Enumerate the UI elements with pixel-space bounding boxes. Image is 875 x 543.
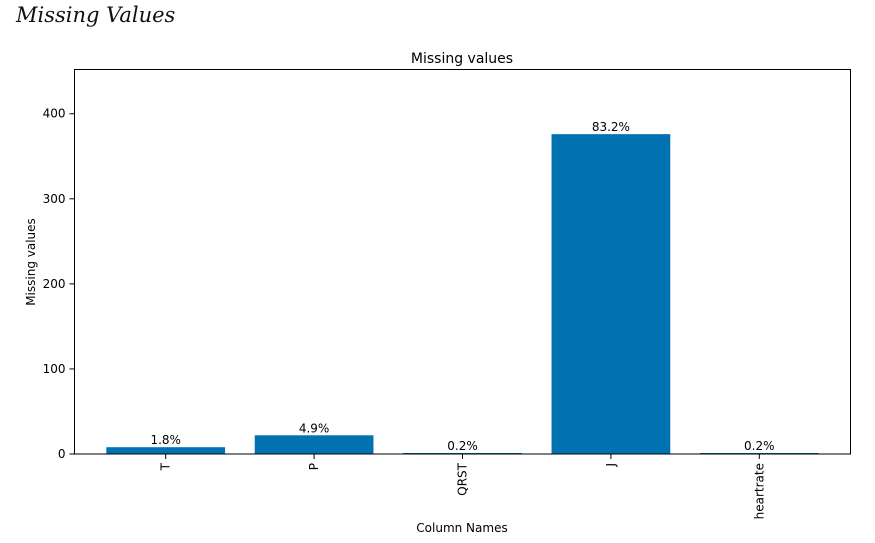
x-tick-label: P	[307, 463, 321, 470]
chart-title: Missing values	[411, 51, 513, 67]
x-tick-label: QRST	[456, 462, 470, 495]
bar-value-label: 83.2%	[592, 120, 630, 134]
x-axis-label: Column Names	[416, 521, 507, 535]
x-tick-label: T	[159, 462, 173, 471]
x-tick-label: heartrate	[752, 463, 766, 519]
y-tick-label: 0	[58, 447, 66, 461]
y-axis-ticks: 0 100 200 300 400	[43, 107, 75, 461]
bar-value-label: 0.2%	[744, 439, 775, 453]
bars-group	[106, 134, 819, 454]
bar-value-label: 1.8%	[150, 433, 181, 447]
section-heading: Missing Values	[16, 3, 176, 27]
x-tick-label: J	[604, 463, 618, 468]
bar-p	[254, 435, 374, 454]
y-tick-label: 300	[43, 192, 66, 206]
bar-t	[106, 447, 226, 454]
y-tick-label: 200	[43, 277, 66, 291]
plot-area-frame	[74, 69, 851, 455]
bar-value-label: 4.9%	[299, 421, 330, 435]
bar-value-label: 0.2%	[447, 439, 478, 453]
y-tick-label: 100	[43, 362, 66, 376]
y-axis-label: Missing values	[24, 218, 38, 306]
bar-j	[551, 134, 671, 454]
y-tick-label: 400	[43, 107, 66, 121]
bar-value-labels: 1.8% 4.9% 0.2% 83.2% 0.2%	[150, 120, 774, 453]
